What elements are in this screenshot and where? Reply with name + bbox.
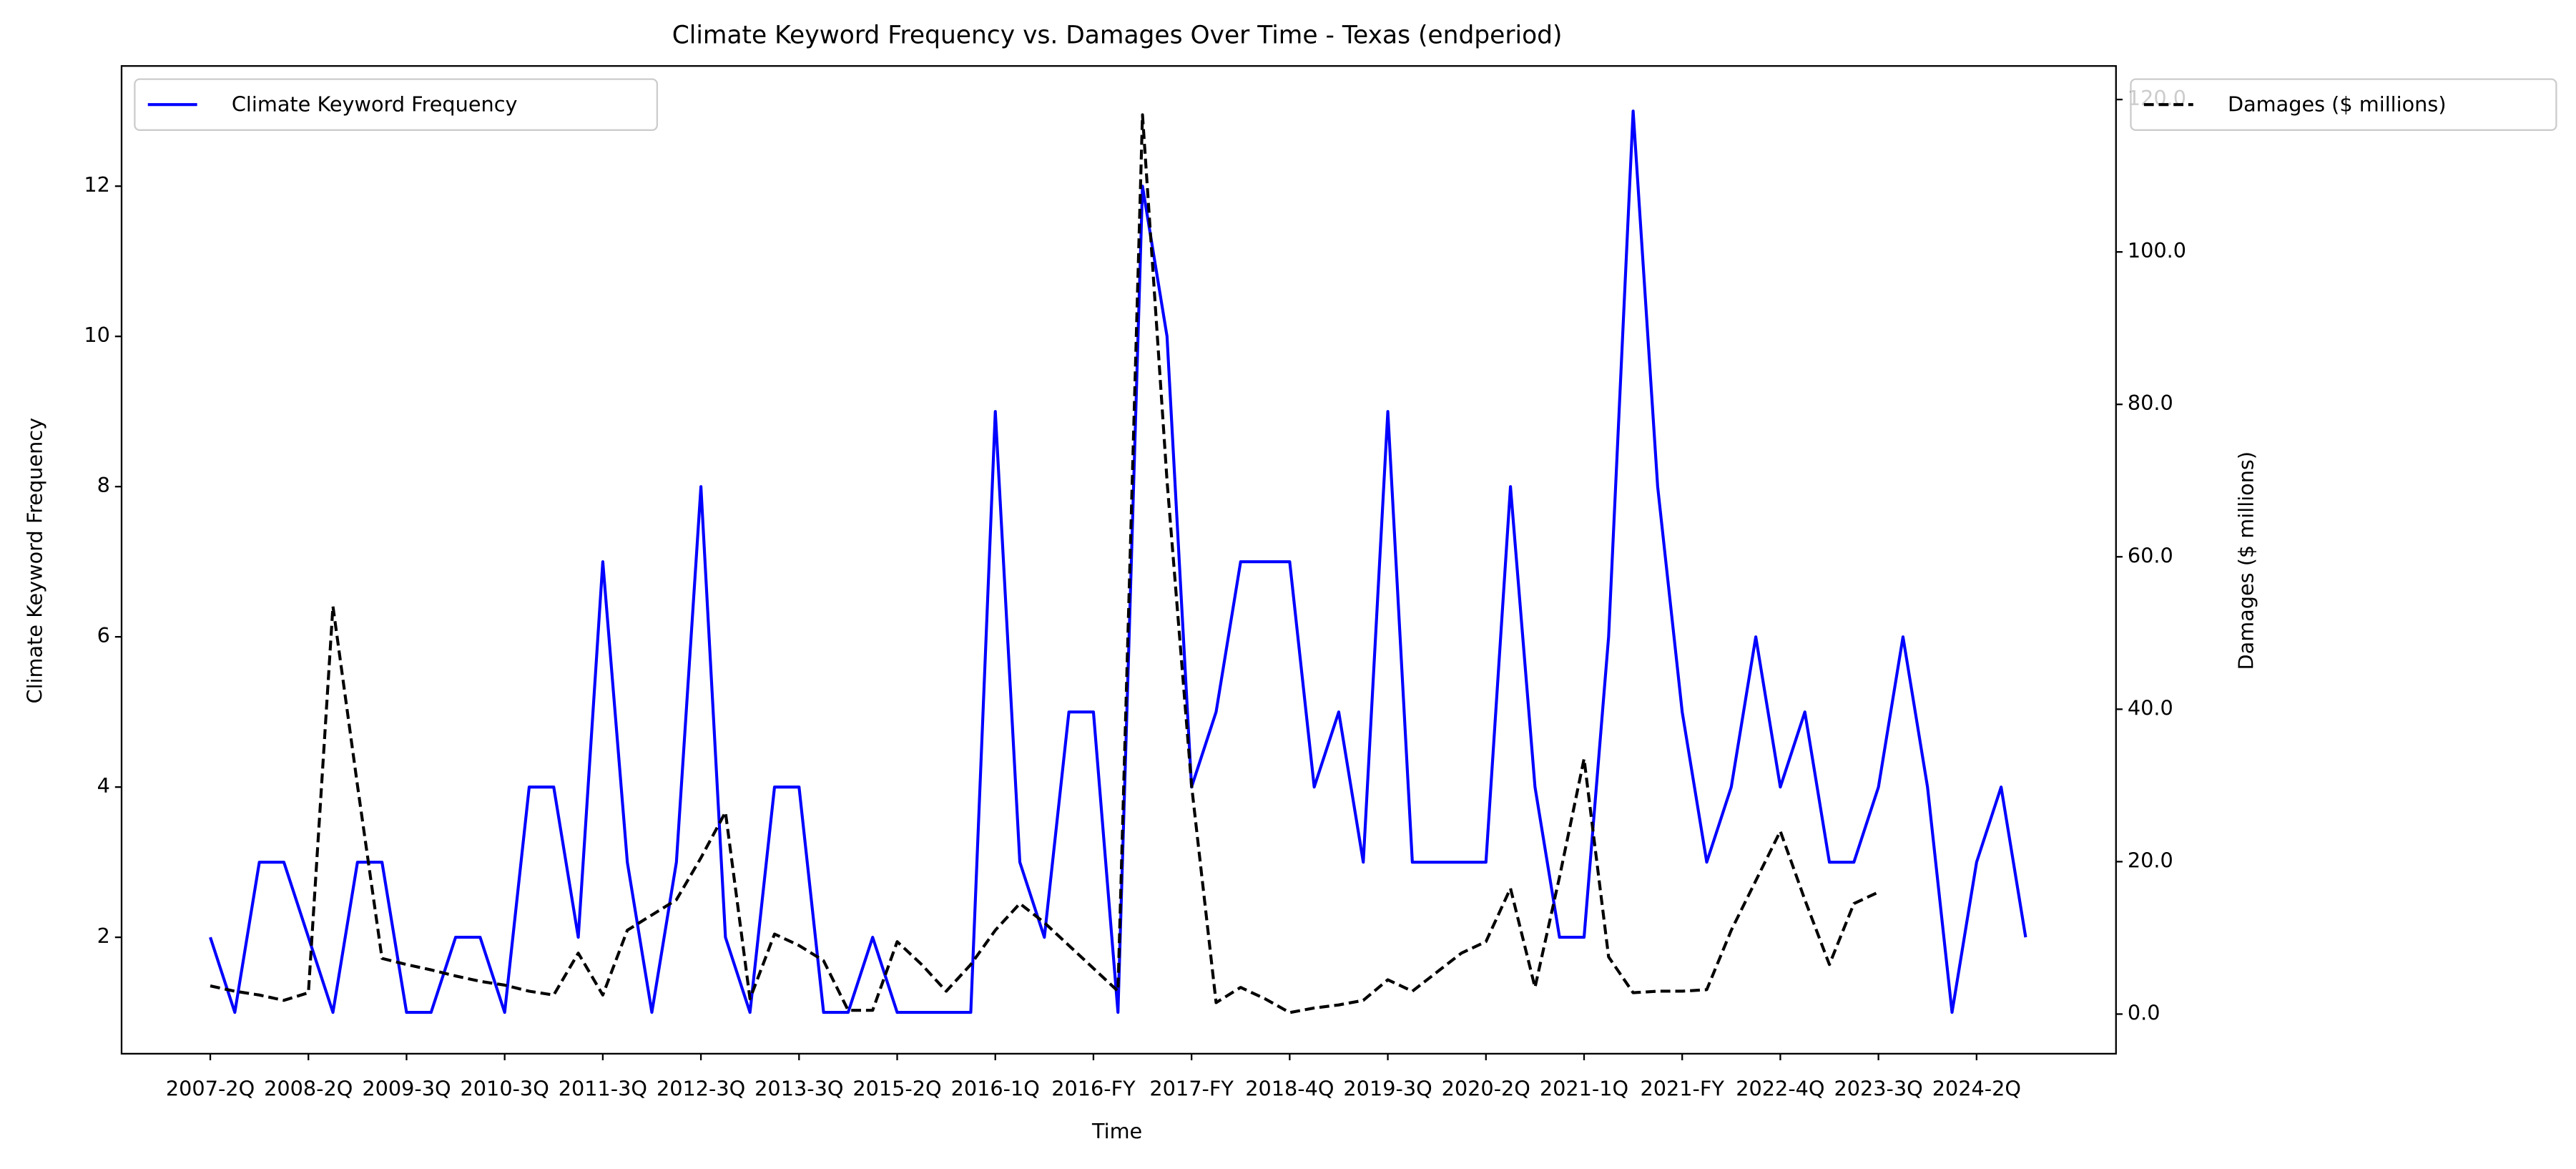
- legend-label: Climate Keyword Frequency: [232, 92, 518, 116]
- y2-tick-label: 0.0: [2128, 1000, 2160, 1024]
- y2-tick-label: 40.0: [2128, 695, 2173, 720]
- legend-label: Damages ($ millions): [2228, 92, 2447, 116]
- y-tick-label: 8: [97, 473, 110, 497]
- x-tick-label: 2016-FY: [1051, 1076, 1136, 1100]
- x-axis-label: Time: [1091, 1119, 1142, 1143]
- y-tick-label: 2: [97, 924, 110, 948]
- x-tick-label: 2009-3Q: [362, 1076, 451, 1100]
- y2-tick-label: 60.0: [2128, 543, 2173, 567]
- x-tick-label: 2018-4Q: [1245, 1076, 1334, 1100]
- x-tick-label: 2021-1Q: [1540, 1076, 1628, 1100]
- y2-tick-label: 80.0: [2128, 391, 2173, 415]
- y2-tick-label: 20.0: [2128, 848, 2173, 872]
- x-tick-label: 2013-3Q: [754, 1076, 843, 1100]
- x-tick-label: 2020-2Q: [1442, 1076, 1530, 1100]
- y-axis-label: Climate Keyword Frequency: [23, 418, 47, 704]
- y-tick-label: 4: [97, 773, 110, 798]
- x-tick-label: 2007-2Q: [166, 1076, 255, 1100]
- x-tick-label: 2015-2Q: [852, 1076, 941, 1100]
- legend-box: [2130, 78, 2557, 131]
- legend-box: [134, 78, 659, 131]
- x-tick-label: 2023-3Q: [1834, 1076, 1922, 1100]
- x-tick-label: 2021-FY: [1640, 1076, 1724, 1100]
- x-tick-label: 2017-FY: [1149, 1076, 1234, 1100]
- x-tick-label: 2016-1Q: [951, 1076, 1040, 1100]
- y-tick-label: 10: [84, 323, 110, 347]
- x-tick-label: 2022-4Q: [1736, 1076, 1824, 1100]
- series-line: [209, 109, 2027, 1014]
- y-tick-label: 6: [97, 623, 110, 647]
- x-tick-label: 2010-3Q: [461, 1076, 549, 1100]
- x-tick-label: 2008-2Q: [264, 1076, 353, 1100]
- chart-title: Climate Keyword Frequency vs. Damages Ov…: [672, 21, 1563, 49]
- y-tick-label: 12: [84, 172, 110, 197]
- x-tick-label: 2024-2Q: [1932, 1076, 2021, 1100]
- y2-tick-label: 100.0: [2128, 238, 2186, 263]
- y2-axis-label: Damages ($ millions): [2234, 451, 2258, 670]
- plot-frame: [120, 65, 2117, 1055]
- x-tick-label: 2012-3Q: [657, 1076, 745, 1100]
- series-line: [210, 113, 1879, 1014]
- x-tick-label: 2011-3Q: [559, 1076, 647, 1100]
- x-tick-label: 2019-3Q: [1343, 1076, 1432, 1100]
